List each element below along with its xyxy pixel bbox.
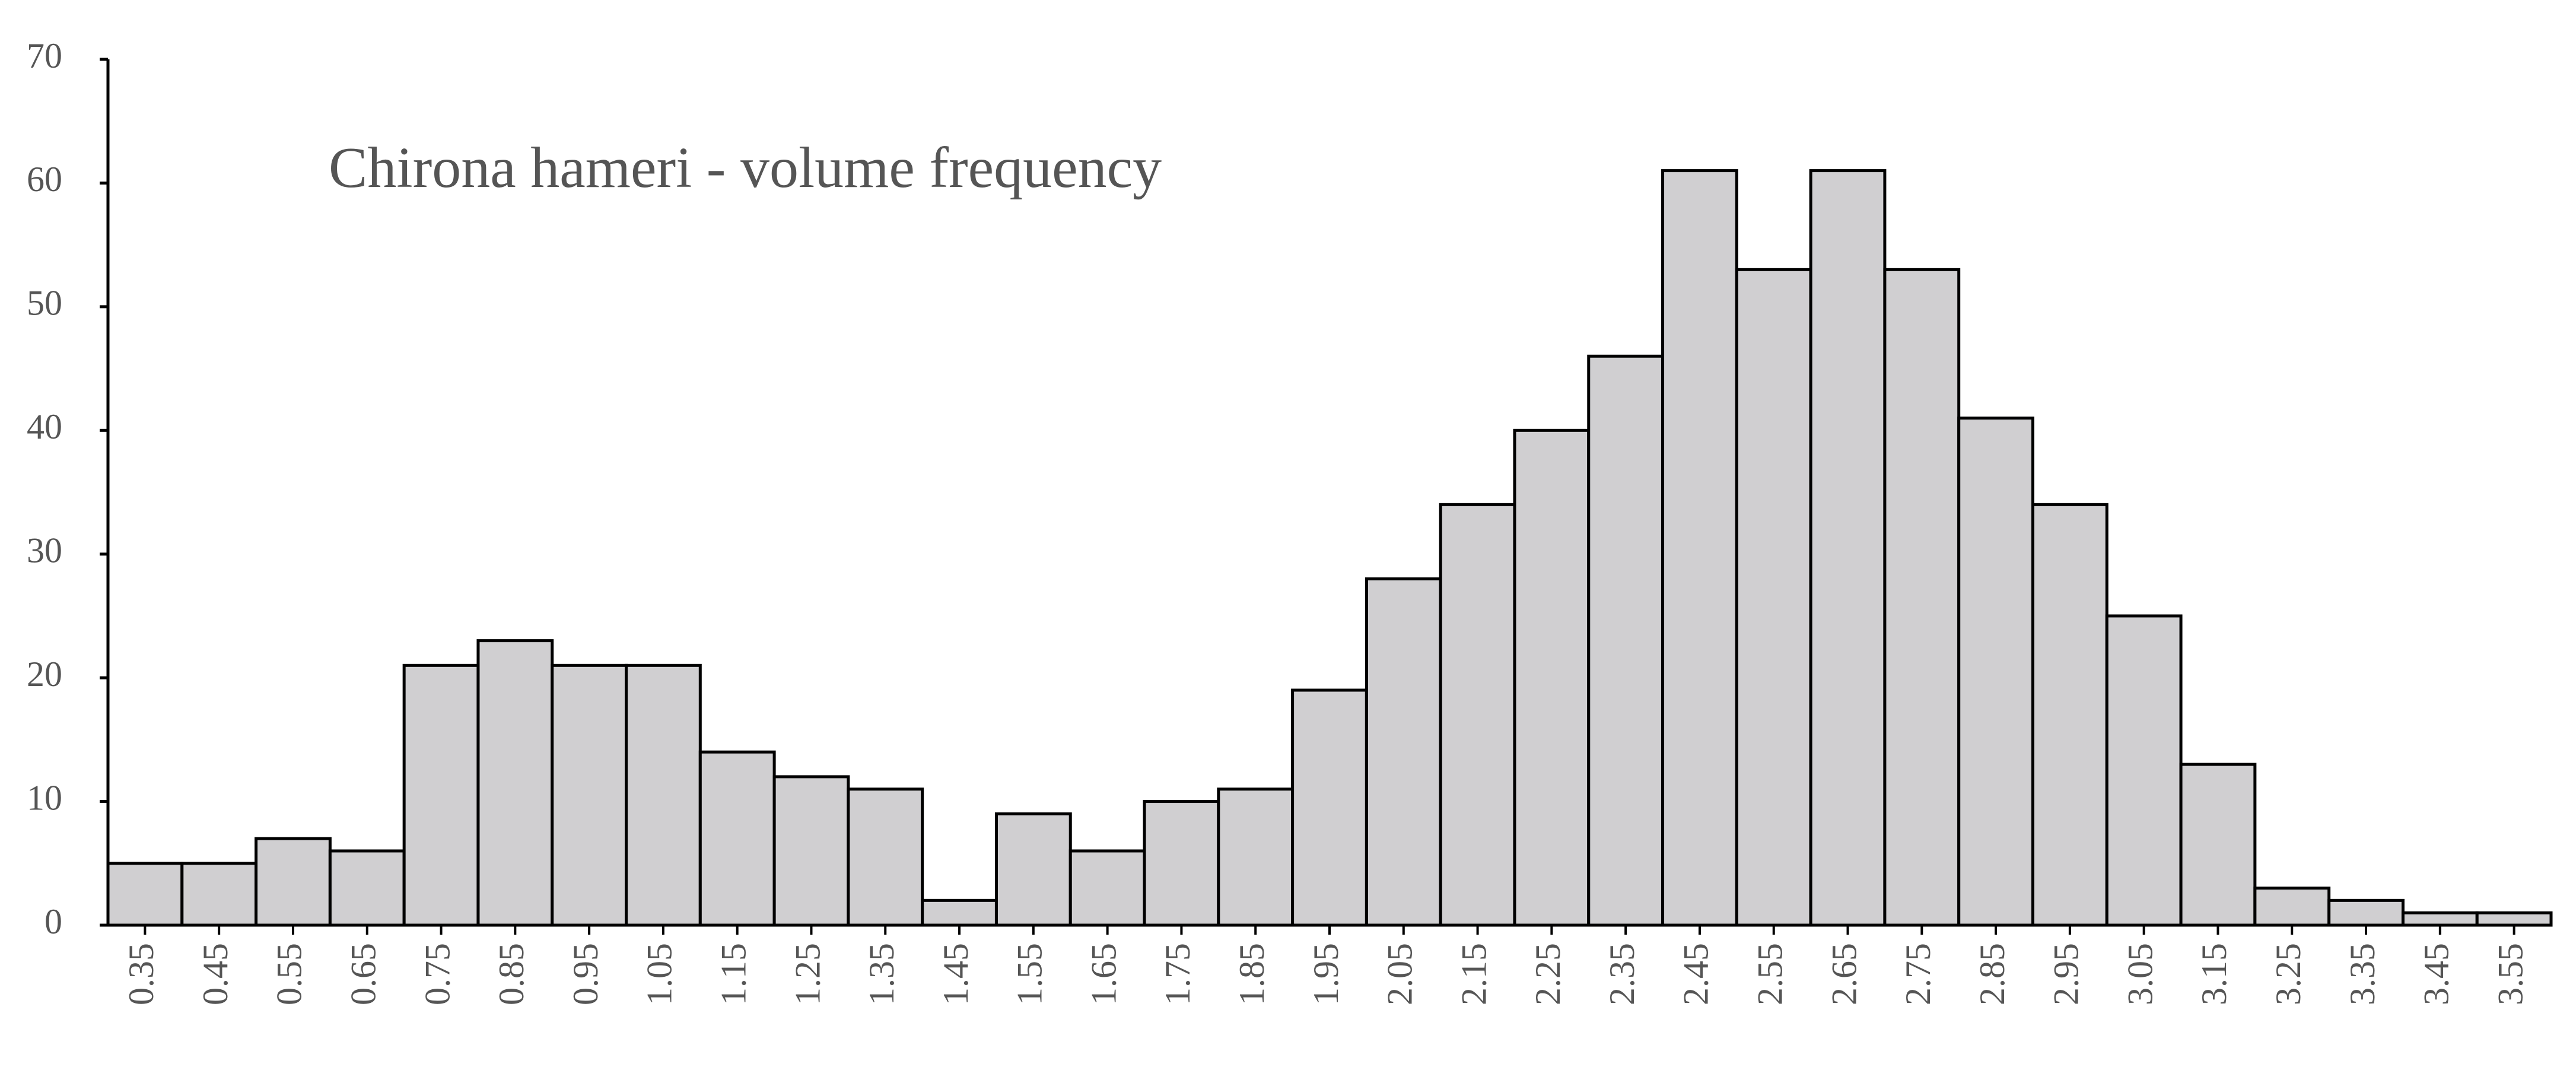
- x-tick-label: 3.55: [2491, 943, 2530, 1005]
- x-tick-label: 3.15: [2195, 943, 2234, 1005]
- bar: [106, 862, 184, 927]
- bar: [2179, 763, 2257, 927]
- x-tick-label: 2.35: [1602, 943, 1642, 1005]
- x-tick-label: 3.05: [2120, 943, 2160, 1005]
- x-tick-label: 2.55: [1750, 943, 1789, 1005]
- x-tick-label: 1.55: [1010, 943, 1050, 1005]
- bar: [1513, 428, 1591, 927]
- bar: [1587, 354, 1665, 927]
- y-tick-label: 70: [27, 36, 62, 75]
- x-tick-label: 1.45: [936, 943, 975, 1005]
- bar: [2031, 503, 2108, 927]
- bar: [328, 849, 406, 927]
- x-tick-label: 2.25: [1528, 943, 1567, 1005]
- x-tick-label: 0.65: [344, 943, 383, 1005]
- chart-title: Chirona hameri - volume frequency: [329, 136, 1162, 200]
- y-tick-label: 50: [27, 284, 62, 323]
- bar: [255, 837, 332, 927]
- x-tick-label: 1.05: [640, 943, 679, 1005]
- x-tick-label: 0.85: [492, 943, 531, 1005]
- bar: [772, 775, 850, 927]
- x-tick-label: 2.45: [1677, 943, 1716, 1005]
- x-tick-label: 0.35: [122, 943, 161, 1005]
- y-tick-label: 30: [27, 531, 62, 570]
- bar: [2327, 898, 2405, 927]
- x-tick-label: 3.45: [2417, 943, 2456, 1005]
- x-tick-label: 1.75: [1158, 943, 1197, 1005]
- y-tick-label: 20: [27, 655, 62, 694]
- bar: [2105, 614, 2183, 927]
- x-tick-label: 2.05: [1381, 943, 1420, 1005]
- bar: [1957, 416, 2034, 927]
- y-tick-label: 0: [44, 902, 62, 941]
- bar: [1883, 268, 1961, 927]
- bar: [1735, 268, 1812, 927]
- x-tick-label: 1.25: [788, 943, 827, 1005]
- bar: [1809, 169, 1887, 927]
- x-tick-label: 0.95: [566, 943, 605, 1005]
- bar: [2253, 886, 2331, 927]
- bar: [2401, 911, 2479, 927]
- bar: [476, 639, 554, 927]
- y-tick-label: 10: [27, 778, 62, 817]
- x-tick-label: 2.75: [1898, 943, 1938, 1005]
- bar: [921, 898, 998, 927]
- x-tick-label: 2.15: [1454, 943, 1493, 1005]
- bar: [1365, 577, 1442, 927]
- bar: [994, 812, 1072, 927]
- x-tick-label: 1.15: [714, 943, 753, 1005]
- x-tick-label: 1.35: [862, 943, 901, 1005]
- x-tick-label: 2.85: [1973, 943, 2012, 1005]
- bar: [1143, 800, 1220, 927]
- x-tick-label: 2.95: [2047, 943, 2086, 1005]
- bar: [1291, 688, 1368, 927]
- x-tick-label: 1.85: [1232, 943, 1271, 1005]
- x-tick-label: 3.35: [2343, 943, 2382, 1005]
- bar: [847, 787, 924, 927]
- x-tick-label: 2.65: [1824, 943, 1863, 1005]
- bar: [1217, 787, 1295, 927]
- bar: [1068, 849, 1146, 927]
- x-tick-label: 0.55: [270, 943, 309, 1005]
- bar: [625, 663, 702, 927]
- bar: [698, 750, 776, 927]
- x-tick-label: 0.45: [196, 943, 235, 1005]
- y-tick-label: 60: [27, 160, 62, 199]
- x-tick-label: 1.95: [1306, 943, 1346, 1005]
- bar: [1661, 169, 1738, 927]
- y-tick-label: 40: [27, 407, 62, 446]
- x-tick-label: 0.75: [418, 943, 457, 1005]
- bar: [1439, 503, 1516, 927]
- bar: [180, 862, 258, 927]
- bar: [402, 663, 480, 927]
- x-tick-label: 3.25: [2269, 943, 2308, 1005]
- x-tick-label: 1.65: [1084, 943, 1123, 1005]
- bar: [2475, 911, 2553, 927]
- bar: [551, 663, 628, 927]
